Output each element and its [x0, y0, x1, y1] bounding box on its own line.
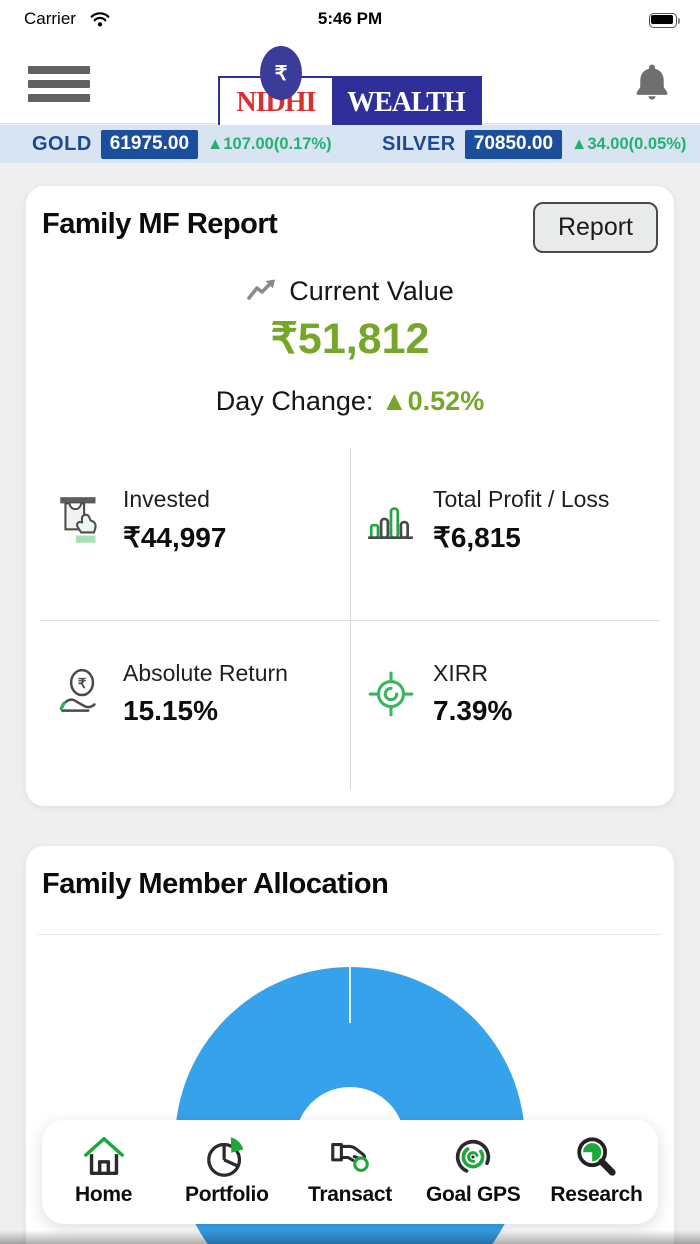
bottom-nav: Home Portfolio [42, 1120, 658, 1224]
stat-value: 15.15% [123, 695, 218, 726]
commodity-ticker: GOLD 61975.00 ▲107.00(0.17%) SILVER 7085… [0, 125, 700, 163]
trend-up-icon [246, 276, 278, 307]
battery-icon [649, 13, 682, 28]
goal-gps-icon [450, 1132, 496, 1182]
stat-label: Invested [123, 486, 210, 512]
report-button[interactable]: Report [532, 202, 658, 253]
coin-hand-icon: ₹ [54, 665, 108, 723]
notifications-bell-icon[interactable] [630, 60, 674, 106]
ticker-gold-value: 61975.00 [100, 129, 199, 159]
stat-value: 7.39% [433, 695, 513, 726]
nav-label: Research [550, 1183, 643, 1206]
ticker-silver-change: ▲34.00(0.05%) [571, 134, 687, 153]
report-card-title: Family MF Report [42, 208, 278, 240]
stat-invested: Invested ₹44,997 [54, 486, 226, 554]
xirr-target-icon [364, 665, 418, 723]
stat-label: Total Profit / Loss [433, 486, 610, 512]
day-change: Day Change: ▲0.52% [26, 386, 674, 417]
wifi-icon [89, 11, 111, 32]
svg-text:₹: ₹ [78, 675, 87, 690]
brand-logo: ₹ NIDHI WEALTH [218, 46, 482, 130]
nav-item-home[interactable]: Home [42, 1120, 165, 1224]
stat-total-profit-loss: Total Profit / Loss ₹6,815 [364, 486, 609, 554]
ticker-gold: GOLD 61975.00 ▲107.00(0.17%) [32, 125, 332, 163]
stat-absolute-return: ₹ Absolute Return 15.15% [54, 660, 288, 727]
carrier-label: Carrier [24, 9, 76, 28]
brand-name-right: WEALTH [347, 87, 465, 118]
allocation-divider [38, 934, 662, 935]
day-change-value: ▲0.52% [380, 386, 485, 416]
stat-xirr: XIRR 7.39% [364, 660, 512, 727]
stat-label: Absolute Return [123, 660, 288, 686]
cash-withdrawal-icon [54, 491, 108, 549]
day-change-label: Day Change: [215, 386, 374, 416]
stats-vertical-divider [350, 448, 351, 790]
stats-horizontal-divider [40, 620, 660, 621]
research-magnifier-icon [573, 1132, 619, 1182]
nav-label: Goal GPS [425, 1183, 521, 1206]
ticker-gold-label: GOLD [32, 132, 92, 155]
donut-slice-boundary [349, 967, 351, 1023]
rupee-badge-icon: ₹ [260, 46, 302, 100]
nav-label: Home [75, 1183, 133, 1206]
current-value: ₹51,812 [270, 315, 430, 363]
stat-label: XIRR [433, 660, 488, 686]
ticker-silver-label: SILVER [382, 132, 456, 155]
profit-bars-icon [364, 491, 418, 549]
nav-item-goal-gps[interactable]: Goal GPS [412, 1120, 535, 1224]
home-icon [81, 1132, 127, 1182]
status-time: 5:46 PM [317, 9, 383, 28]
nav-label: Transact [308, 1183, 392, 1206]
family-mf-report-card: Family MF Report Report Current Value ₹5… [26, 186, 674, 806]
nav-label: Portfolio [184, 1183, 269, 1206]
portfolio-pie-icon [204, 1132, 250, 1182]
allocation-card-title: Family Member Allocation [42, 868, 389, 900]
nav-item-research[interactable]: Research [535, 1120, 658, 1224]
ticker-gold-change: ▲107.00(0.17%) [207, 134, 332, 153]
status-bar: Carrier 5:46 PM [0, 0, 700, 44]
current-value-label: Current Value [289, 276, 454, 306]
transact-hand-icon [327, 1132, 373, 1182]
nav-item-portfolio[interactable]: Portfolio [165, 1120, 288, 1224]
stat-value: ₹6,815 [433, 522, 521, 553]
menu-icon[interactable] [28, 66, 90, 102]
ticker-silver-value: 70850.00 [464, 129, 563, 159]
nav-item-transact[interactable]: Transact [288, 1120, 411, 1224]
stat-value: ₹44,997 [123, 522, 227, 553]
ticker-silver: SILVER 70850.00 ▲34.00(0.05%) [382, 125, 686, 163]
header: Carrier 5:46 PM ₹ NIDHI WEALTH [0, 0, 700, 130]
brand-wordmark: NIDHI WEALTH [218, 76, 482, 130]
